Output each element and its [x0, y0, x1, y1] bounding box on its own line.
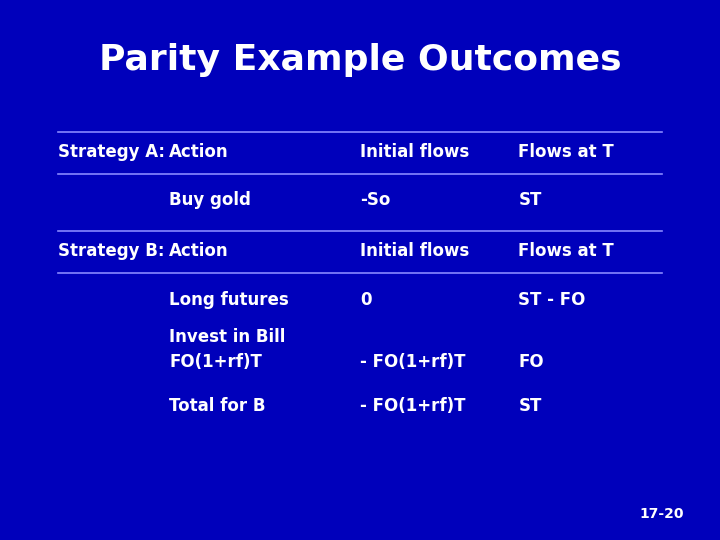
Text: 0: 0 [360, 291, 372, 309]
Text: Parity Example Outcomes: Parity Example Outcomes [99, 43, 621, 77]
Text: Flows at T: Flows at T [518, 242, 614, 260]
Text: ST: ST [518, 191, 541, 209]
Text: Invest in Bill: Invest in Bill [169, 328, 286, 347]
Text: FO(1+rf)T: FO(1+rf)T [169, 353, 262, 371]
Text: Flows at T: Flows at T [518, 143, 614, 161]
Text: Initial flows: Initial flows [360, 143, 469, 161]
Text: 17-20: 17-20 [639, 507, 684, 521]
Text: Initial flows: Initial flows [360, 242, 469, 260]
Text: FO: FO [518, 353, 544, 371]
Text: Strategy B:: Strategy B: [58, 242, 164, 260]
Text: Action: Action [169, 242, 229, 260]
Text: Buy gold: Buy gold [169, 191, 251, 209]
Text: Long futures: Long futures [169, 291, 289, 309]
Text: ST: ST [518, 397, 541, 415]
Text: - FO(1+rf)T: - FO(1+rf)T [360, 397, 466, 415]
Text: Strategy A:: Strategy A: [58, 143, 165, 161]
Text: Total for B: Total for B [169, 397, 266, 415]
Text: ST - FO: ST - FO [518, 291, 586, 309]
Text: - FO(1+rf)T: - FO(1+rf)T [360, 353, 466, 371]
Text: -So: -So [360, 191, 390, 209]
Text: Action: Action [169, 143, 229, 161]
